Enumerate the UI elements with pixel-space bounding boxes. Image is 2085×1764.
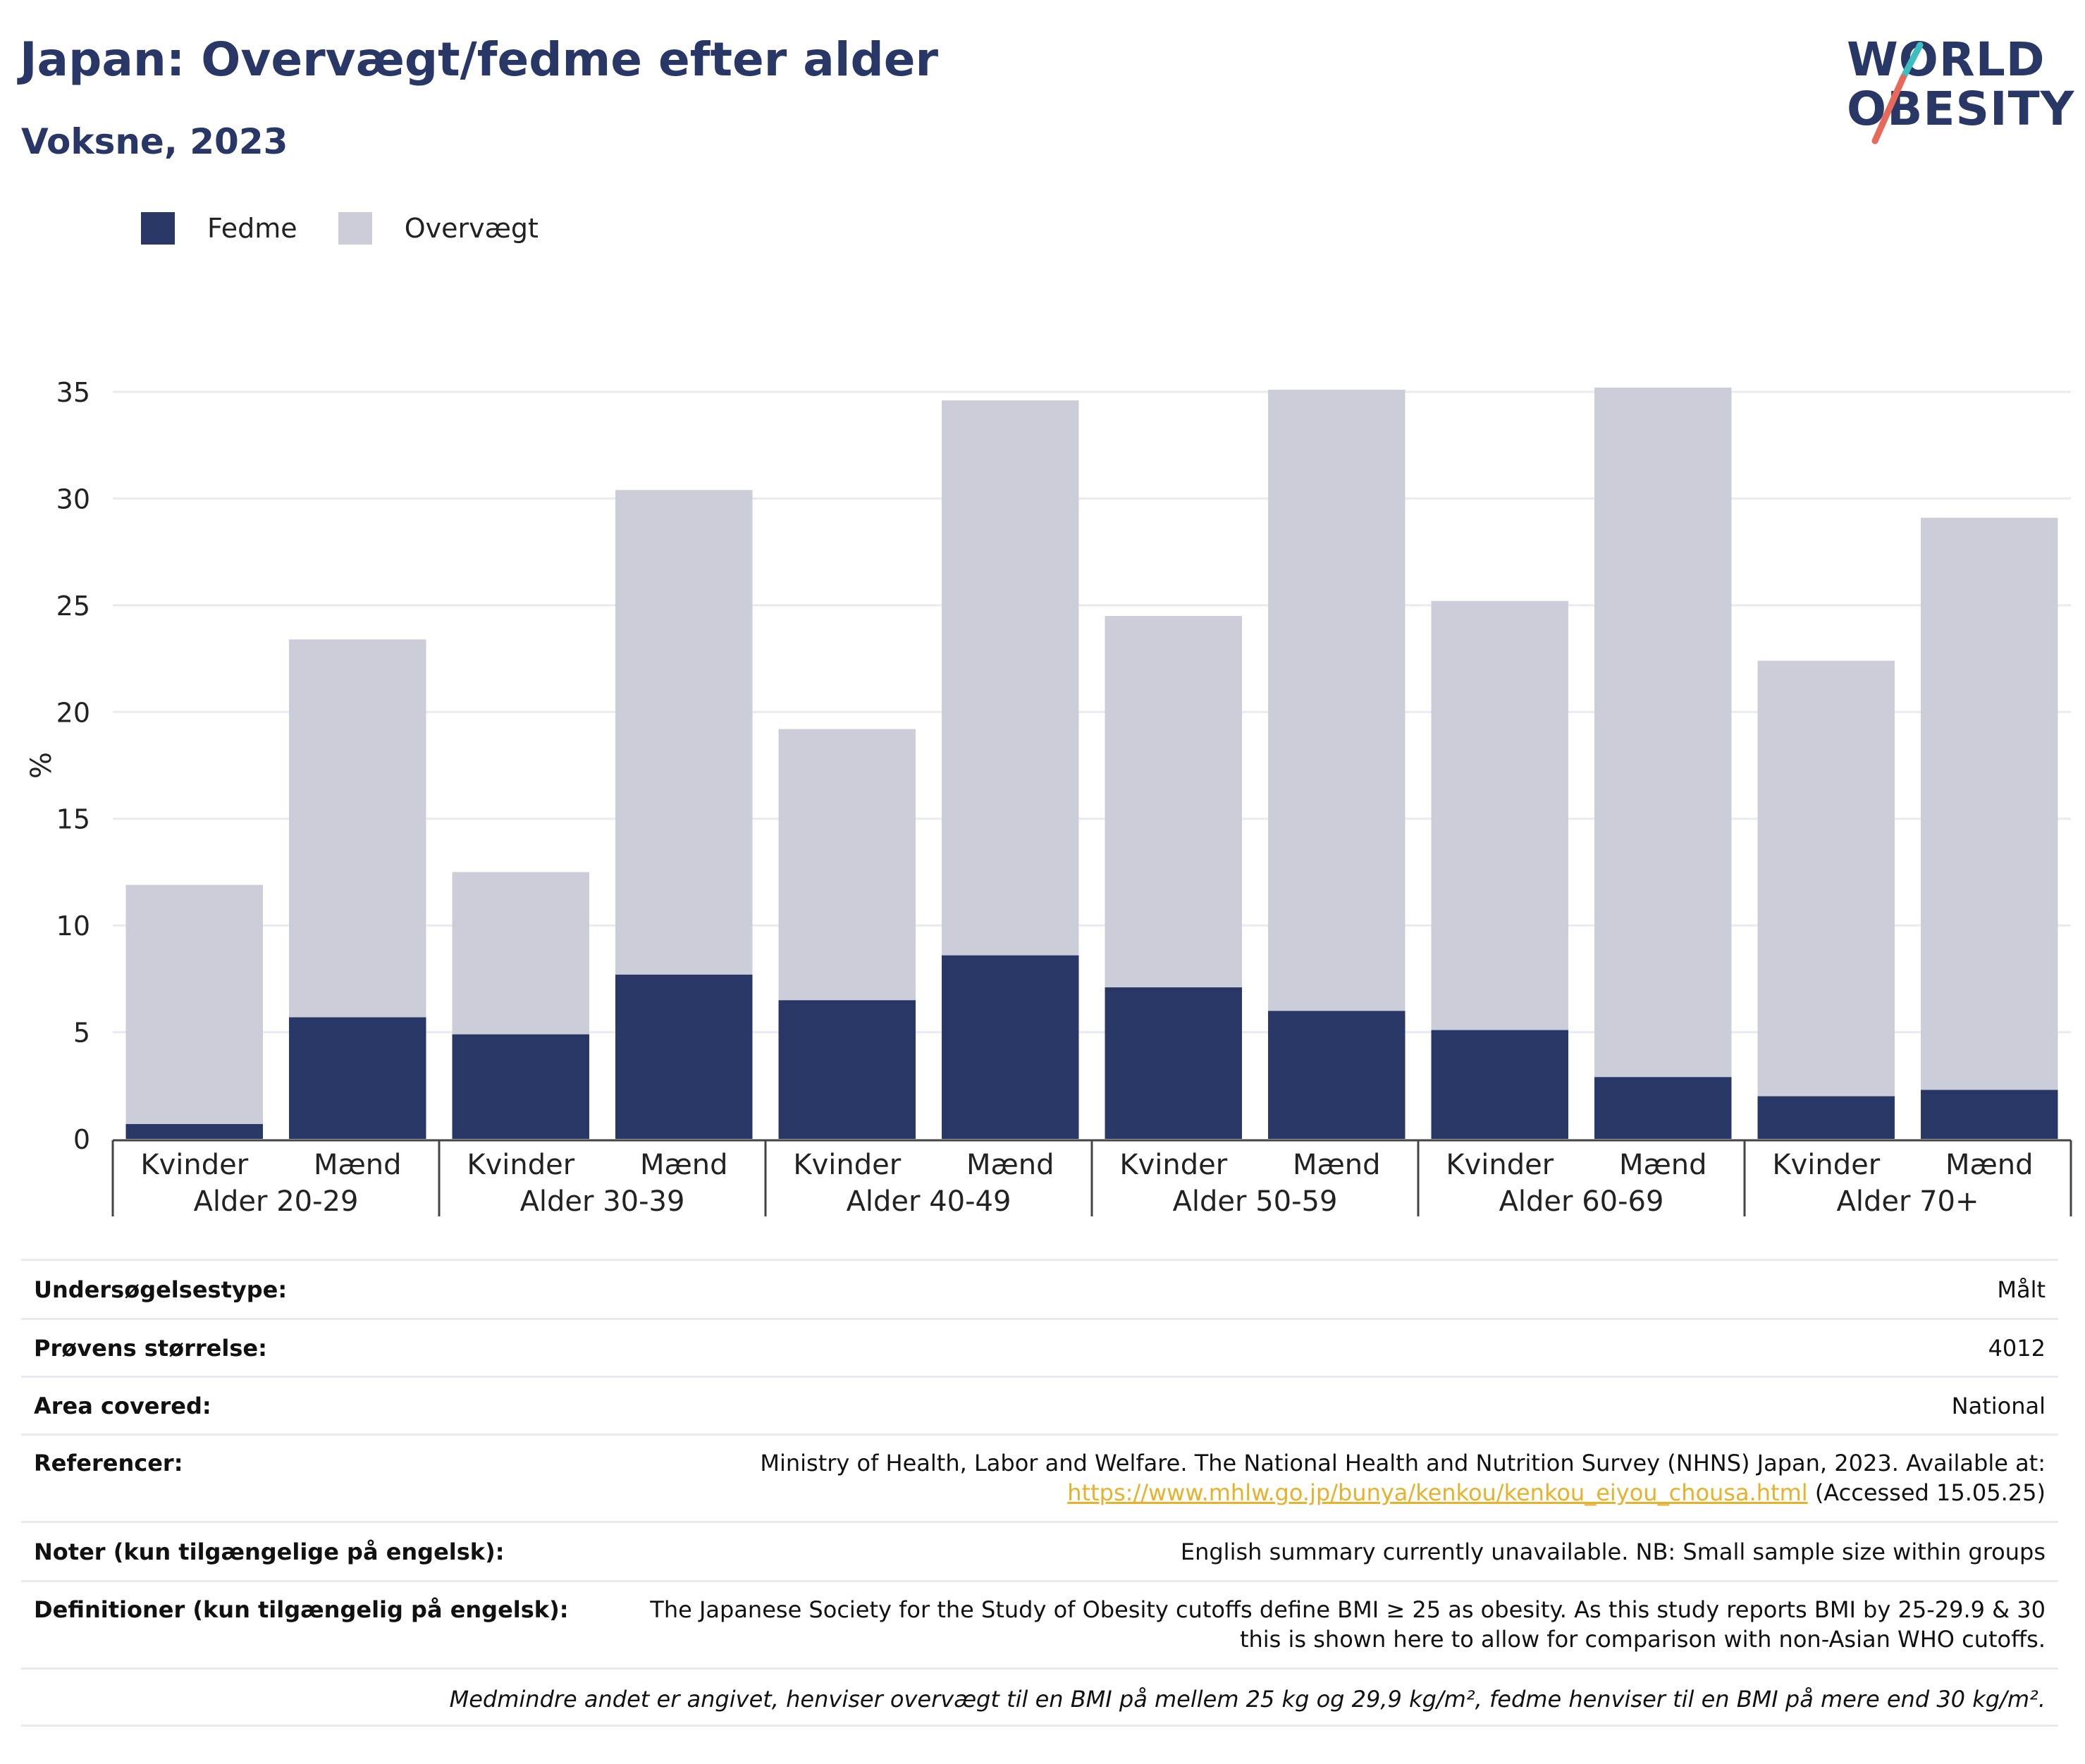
y-axis-label: %	[25, 752, 58, 779]
info-value: Målt	[1997, 1276, 2046, 1303]
bar-fedme	[452, 1034, 589, 1139]
legend-item-fedme: Fedme	[141, 212, 297, 245]
y-tick-label: 25	[56, 591, 90, 622]
bar-fedme	[1757, 1096, 1895, 1139]
bar-overvaegt	[1757, 660, 1895, 1097]
reference-text: Ministry of Health, Labor and Welfare. T…	[760, 1450, 2046, 1476]
bar-overvaegt	[1105, 616, 1242, 987]
y-tick-label: 20	[56, 697, 90, 728]
x-tick-label: Kvinder	[140, 1149, 248, 1181]
bar-overvaegt	[1594, 387, 1732, 1078]
x-tick-label: Kvinder	[793, 1149, 901, 1181]
x-group-label: Alder 30-39	[520, 1185, 685, 1218]
info-value: Ministry of Health, Labor and Welfare. T…	[760, 1448, 2046, 1521]
legend: Fedme Overvægt	[141, 210, 579, 247]
info-label: Prøvens størrelse:	[34, 1334, 267, 1362]
x-tick-label: Mænd	[1619, 1149, 1707, 1181]
info-row-area-covered: Area covered: National	[21, 1376, 2058, 1433]
bar-fedme	[942, 955, 1079, 1139]
bar-overvaegt	[1268, 389, 1406, 1011]
legend-swatch-fedme	[141, 212, 175, 245]
x-tick-label: Mænd	[1293, 1149, 1381, 1181]
info-label: Area covered:	[34, 1392, 211, 1419]
info-value: 4012	[1988, 1334, 2046, 1362]
x-group-label: Alder 50-59	[1173, 1185, 1338, 1218]
x-tick-label: Mænd	[314, 1149, 402, 1181]
bar-overvaegt	[615, 490, 753, 975]
stacked-bar-chart: 0 5 10 15 20 25 30 35% Kvinder Mænd Kvinder Mænd Kvi…	[25, 377, 2072, 1218]
chart-subtitle: Voksne, 2023	[21, 121, 288, 162]
bar-fedme	[289, 1017, 426, 1139]
x-group-label: Alder 60-69	[1499, 1185, 1664, 1218]
legend-item-overvaegt: Overvægt	[338, 212, 539, 245]
bar-fedme	[125, 1123, 263, 1139]
info-value: National	[1951, 1392, 2046, 1419]
info-value: English summary currently unavailable. N…	[1180, 1538, 2046, 1565]
reference-link[interactable]: https://www.mhlw.go.jp/bunya/kenkou/kenk…	[1067, 1479, 1808, 1506]
x-group-label: Alder 20-29	[194, 1185, 359, 1218]
x-tick-label: Mænd	[966, 1149, 1054, 1181]
x-tick-label: Kvinder	[467, 1149, 574, 1181]
bar-overvaegt	[942, 400, 1079, 956]
y-tick-label: 10	[56, 911, 90, 942]
logo-line-1: WORLD	[1847, 32, 2046, 87]
info-row-references: Referencer: Ministry of Health, Labor an…	[21, 1433, 2058, 1521]
info-row-definitions: Definitioner (kun tilgængelig på engelsk…	[21, 1580, 2058, 1667]
info-row-survey-type: Undersøgelsestype: Målt	[21, 1259, 2058, 1318]
y-tick-label: 0	[73, 1124, 90, 1155]
bar-overvaegt	[1921, 517, 2058, 1090]
x-tick-label: Kvinder	[1772, 1149, 1880, 1181]
reference-accessed: (Accessed 15.05.25)	[1807, 1479, 2046, 1506]
y-tick-label: 30	[56, 483, 90, 514]
info-label: Noter (kun tilgængelige på engelsk):	[34, 1538, 505, 1565]
legend-swatch-overvaegt	[338, 212, 372, 245]
bar-fedme	[1431, 1030, 1568, 1139]
bar-fedme	[1594, 1077, 1732, 1139]
world-obesity-logo: WORLD OBESITY	[1833, 21, 2074, 148]
bar-overvaegt	[1431, 600, 1568, 1030]
chart-title: Japan: Overvægt/fedme efter alder	[20, 32, 939, 87]
x-group-label: Alder 70+	[1836, 1185, 1979, 1218]
info-row-notes: Noter (kun tilgængelige på engelsk): Eng…	[21, 1521, 2058, 1580]
bar-fedme	[1268, 1011, 1406, 1139]
info-row-sample-size: Prøvens størrelse: 4012	[21, 1318, 2058, 1376]
footnote: Medmindre andet er angivet, henviser ove…	[21, 1667, 2058, 1727]
legend-label-fedme: Fedme	[207, 213, 297, 244]
y-tick-label: 15	[56, 804, 90, 835]
bar-fedme	[1105, 987, 1242, 1139]
bar-overvaegt	[289, 639, 426, 1018]
info-value: The Japanese Society for the Study of Ob…	[650, 1596, 2046, 1653]
x-tick-label: Kvinder	[1119, 1149, 1227, 1181]
x-tick-label: Mænd	[640, 1149, 728, 1181]
bar-fedme	[615, 974, 753, 1139]
bar-fedme	[778, 1000, 916, 1139]
info-label: Definitioner (kun tilgængelig på engelsk…	[34, 1596, 569, 1623]
bar-overvaegt	[452, 872, 589, 1035]
info-label: Referencer:	[34, 1450, 183, 1476]
x-tick-label: Kvinder	[1446, 1149, 1554, 1181]
logo-slash-icon	[1871, 42, 1924, 144]
info-label: Undersøgelsestype:	[34, 1276, 288, 1303]
legend-label-overvaegt: Overvægt	[404, 213, 539, 244]
y-tick-label: 35	[56, 377, 90, 408]
bar-overvaegt	[778, 729, 916, 1001]
bar-overvaegt	[125, 884, 263, 1124]
x-tick-label: Mænd	[1945, 1149, 2034, 1181]
y-tick-label: 5	[73, 1018, 90, 1049]
info-table: Undersøgelsestype: Målt Prøvens størrels…	[21, 1259, 2058, 1727]
x-group-label: Alder 40-49	[847, 1185, 1011, 1218]
bar-fedme	[1921, 1090, 2058, 1139]
